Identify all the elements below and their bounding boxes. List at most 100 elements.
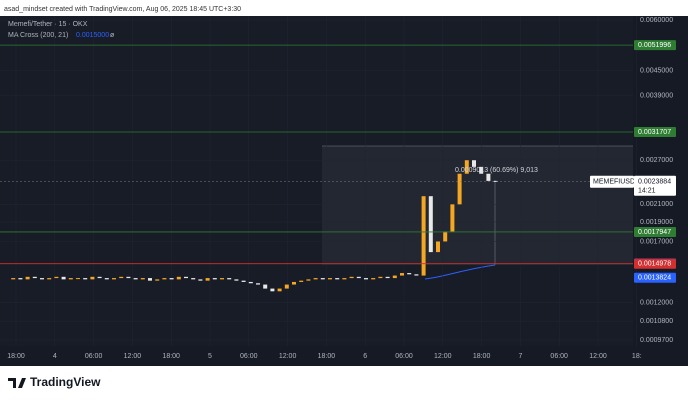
candle <box>241 280 246 282</box>
candle <box>169 278 174 280</box>
candle <box>90 276 95 280</box>
candle <box>212 278 217 280</box>
candle <box>11 278 16 280</box>
candle <box>356 276 361 279</box>
candle <box>61 276 66 280</box>
candle <box>414 274 419 276</box>
x-tick-label: 6 <box>363 353 367 360</box>
candle <box>284 284 289 289</box>
price-tag-label: 0.0017947 <box>638 229 671 236</box>
indicator-value: 0.0015000 <box>76 32 109 39</box>
candle <box>486 173 491 181</box>
candle <box>349 276 354 279</box>
y-tick-label: 0.0019000 <box>640 219 673 226</box>
candle <box>292 281 296 285</box>
countdown: 14:21 <box>638 188 656 195</box>
candle <box>436 241 440 253</box>
price-tag <box>634 226 676 237</box>
candle <box>32 276 37 279</box>
candle <box>493 180 498 182</box>
price-tag-label: 0.0014978 <box>638 261 671 268</box>
candle <box>392 275 397 279</box>
candle <box>248 281 253 284</box>
x-tick-label: 18:00 <box>318 353 336 360</box>
x-tick-label: 12:00 <box>279 353 297 360</box>
x-tick-label: 12:00 <box>124 353 142 360</box>
x-tick-label: 18:00 <box>473 353 491 360</box>
price-tag-label: 0.0013824 <box>638 275 671 282</box>
x-tick-label: 06:00 <box>550 353 568 360</box>
x-tick-label: 12:00 <box>589 353 607 360</box>
candle <box>18 278 23 280</box>
indicator: MA Cross (200, 21) <box>8 32 68 39</box>
y-tick-label: 0.0027000 <box>640 157 673 164</box>
measure-box <box>322 146 633 265</box>
candle <box>155 279 160 281</box>
symbol: Memefi/Tether · 15 · OKX <box>8 21 88 28</box>
candle <box>234 279 239 281</box>
y-tick-label: 0.0012000 <box>640 299 673 306</box>
y-tick-label: 0.0017000 <box>640 238 673 245</box>
plot-layer <box>0 16 638 346</box>
candle <box>464 160 469 174</box>
x-tick-label: 06:00 <box>85 353 103 360</box>
candle <box>133 278 138 280</box>
y-tick-label: 0.0009700 <box>640 337 673 344</box>
candle <box>25 276 30 280</box>
x-tick-label: 12:00 <box>434 353 452 360</box>
candle <box>140 278 145 280</box>
candle <box>83 278 88 280</box>
candle <box>400 273 404 276</box>
price-tag <box>634 258 676 269</box>
y-tick-label: 0.0039000 <box>640 92 673 99</box>
candle <box>371 278 376 280</box>
price-tag <box>634 272 676 283</box>
last-price-label: 0.0023884 <box>638 179 671 186</box>
candle <box>320 278 325 280</box>
x-tick-label: 4 <box>53 353 57 360</box>
price-tag-label: 0.0051996 <box>638 42 671 49</box>
candle <box>126 276 131 279</box>
x-tick-label: 06:00 <box>395 353 413 360</box>
candle <box>313 278 318 280</box>
candle <box>457 173 462 205</box>
credit-bar <box>0 0 688 16</box>
candle <box>119 276 124 279</box>
candle <box>97 276 102 279</box>
candle <box>407 273 412 275</box>
price-tag-label: 0.0031707 <box>638 129 671 136</box>
candle <box>421 196 426 276</box>
last-price-tag <box>634 175 676 196</box>
measure-label: 0.0009013 (60.69%) 9,013 <box>455 167 538 174</box>
candle <box>68 278 73 280</box>
candle <box>162 278 167 280</box>
y-tick-label: 0.0045000 <box>640 67 673 74</box>
candle <box>256 283 260 285</box>
credit: asad_mindset created with TradingView.co… <box>4 6 241 13</box>
x-tick-label: 5 <box>208 353 212 360</box>
indicator-icon: ø <box>110 32 115 39</box>
candle <box>378 276 383 279</box>
candle <box>328 278 332 280</box>
candle <box>220 278 224 280</box>
candle <box>342 278 347 280</box>
x-tick-label: 7 <box>518 353 522 360</box>
candle <box>148 278 152 281</box>
candle <box>176 276 181 280</box>
candle <box>472 160 476 167</box>
candle <box>299 280 304 282</box>
candle <box>428 196 433 253</box>
candle <box>191 278 196 280</box>
candle <box>270 288 275 292</box>
price-tag <box>634 127 676 138</box>
candle <box>335 278 340 280</box>
candle <box>76 278 80 280</box>
candle <box>54 276 59 279</box>
y-tick-label: 0.0010800 <box>640 318 673 325</box>
ma-line <box>424 264 496 280</box>
candle <box>205 278 210 281</box>
candle <box>40 278 44 280</box>
candle <box>277 288 282 292</box>
